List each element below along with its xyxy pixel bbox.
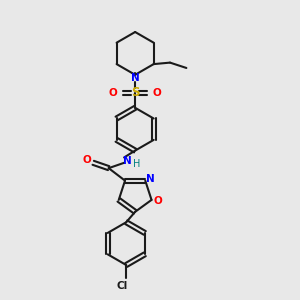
Text: N: N [131,73,140,83]
Text: O: O [153,88,161,98]
Text: H: H [133,159,140,169]
Text: O: O [82,155,91,165]
Text: N: N [123,156,132,166]
Text: Cl: Cl [116,281,128,291]
Text: N: N [146,174,155,184]
Text: O: O [154,196,162,206]
Text: S: S [131,86,140,99]
Text: O: O [109,88,118,98]
